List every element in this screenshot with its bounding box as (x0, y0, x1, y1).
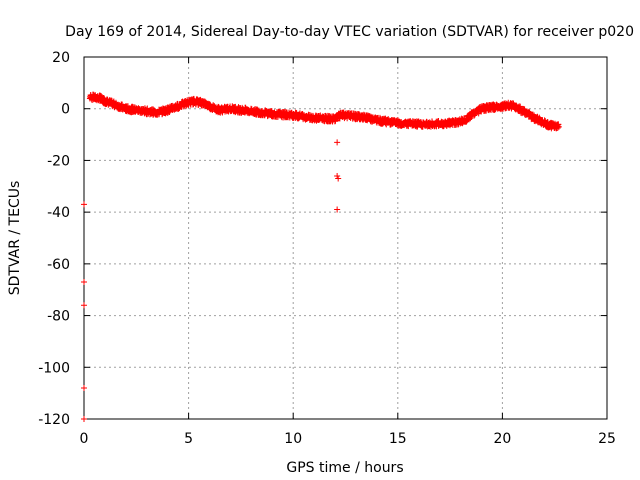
y-tick-labels: -120 -100 -80 -60 -40 -20 0 20 (38, 50, 70, 428)
y-axis-label: SDTVAR / TECUs (7, 181, 23, 296)
y-tick-label: 20 (52, 50, 70, 66)
outlier-point (81, 201, 87, 208)
y-tick-label: -40 (47, 205, 70, 221)
outlier-point (81, 302, 87, 309)
y-tick-label: -80 (47, 309, 70, 325)
y-tick-label: -120 (38, 412, 70, 428)
axis-ticks (83, 56, 608, 420)
chart-title: Day 169 of 2014, Sidereal Day-to-day VTE… (65, 24, 634, 40)
y-tick-label: -100 (38, 360, 70, 376)
x-tick-label: 20 (493, 431, 511, 447)
outlier-point (334, 206, 341, 213)
y-tick-label: 0 (61, 102, 70, 118)
x-axis-label: GPS time / hours (286, 460, 403, 476)
outlier-point (81, 384, 87, 391)
y-tick-label: -20 (47, 153, 70, 169)
x-tick-label: 5 (184, 431, 193, 447)
x-tick-label: 25 (598, 431, 616, 447)
x-tick-label: 15 (389, 431, 407, 447)
outlier-point (334, 172, 341, 179)
plot-frame (83, 56, 608, 420)
outlier-point (81, 416, 87, 422)
outlier-point (335, 175, 342, 182)
x-tick-labels: 0 5 10 15 20 25 (80, 431, 616, 447)
y-tick-label: -60 (47, 257, 70, 273)
outlier-point (334, 139, 341, 146)
outlier-point (81, 278, 87, 285)
x-tick-label: 10 (284, 431, 302, 447)
data-points (81, 91, 562, 422)
data-point (555, 123, 562, 130)
x-tick-label: 0 (80, 431, 89, 447)
